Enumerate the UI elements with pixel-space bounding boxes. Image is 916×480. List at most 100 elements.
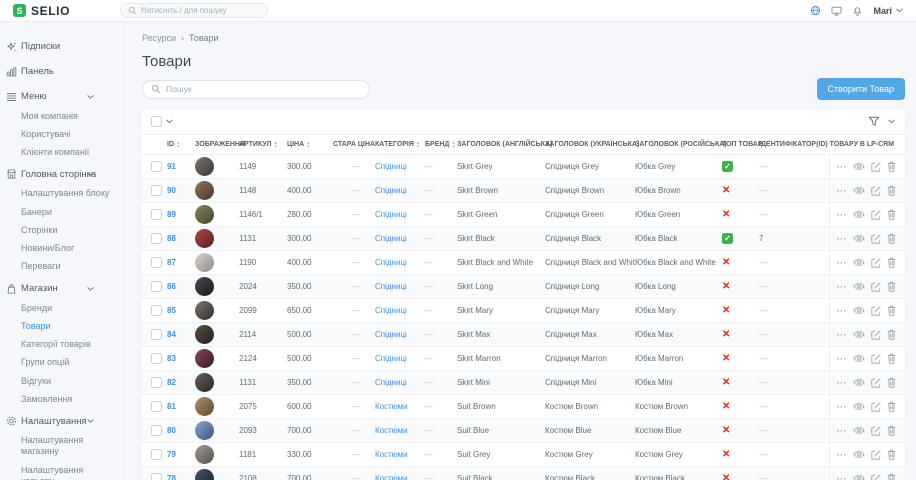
bell-icon[interactable] (852, 5, 863, 16)
more-actions-button[interactable]: ··· (836, 473, 847, 480)
row-checkbox[interactable] (151, 473, 162, 480)
user-menu[interactable]: Mari (873, 6, 903, 16)
sidebar-item-settings[interactable]: Налаштування (0, 411, 124, 432)
row-checkbox[interactable] (151, 281, 162, 292)
product-image[interactable] (195, 325, 214, 344)
product-image[interactable] (195, 445, 214, 464)
global-search[interactable] (120, 3, 268, 18)
product-id-link[interactable]: 80 (167, 426, 176, 435)
more-actions-button[interactable]: ··· (836, 425, 847, 436)
edit-button[interactable] (871, 329, 881, 340)
view-button[interactable] (853, 282, 865, 291)
category-link[interactable]: Спідниці (375, 162, 407, 171)
edit-button[interactable] (871, 473, 881, 480)
sidebar-subitem[interactable]: Сторінки (21, 224, 58, 235)
product-id-link[interactable]: 88 (167, 234, 176, 243)
more-actions-button[interactable]: ··· (836, 209, 847, 220)
more-actions-button[interactable]: ··· (836, 305, 847, 316)
delete-button[interactable] (887, 281, 896, 292)
sidebar-subitem[interactable]: Клієнти компанії (21, 147, 90, 157)
view-button[interactable] (853, 162, 865, 171)
more-actions-button[interactable]: ··· (836, 353, 847, 364)
delete-button[interactable] (887, 233, 896, 244)
sidebar-subitem[interactable]: Користувачі (21, 128, 71, 139)
product-image[interactable] (195, 421, 214, 440)
sidebar-item-menu[interactable]: Меню (0, 86, 124, 107)
view-button[interactable] (853, 378, 865, 387)
category-link[interactable]: Костюми (375, 450, 408, 459)
table-search-input[interactable] (166, 84, 346, 94)
more-actions-button[interactable]: ··· (836, 281, 847, 292)
view-button[interactable] (853, 186, 865, 195)
product-image[interactable] (195, 229, 214, 248)
row-checkbox[interactable] (151, 425, 162, 436)
row-checkbox[interactable] (151, 305, 162, 316)
edit-button[interactable] (871, 161, 881, 172)
product-id-link[interactable]: 91 (167, 162, 176, 171)
product-id-link[interactable]: 85 (167, 306, 176, 315)
delete-button[interactable] (887, 161, 896, 172)
delete-button[interactable] (887, 449, 896, 460)
view-button[interactable] (853, 210, 865, 219)
row-checkbox[interactable] (151, 353, 162, 364)
category-link[interactable]: Спідниці (375, 234, 407, 243)
app-logo[interactable]: S SELIO (13, 4, 120, 18)
breadcrumb-link-resources[interactable]: Ресурси (142, 33, 177, 43)
sidebar-item-dashboard[interactable]: Панель (0, 61, 124, 82)
column-header[interactable]: ЦІНА ▲ ▼ (287, 139, 311, 149)
edit-button[interactable] (871, 209, 881, 220)
product-id-link[interactable]: 81 (167, 402, 176, 411)
edit-button[interactable] (871, 425, 881, 436)
more-actions-button[interactable]: ··· (836, 401, 847, 412)
row-checkbox[interactable] (151, 233, 162, 244)
sidebar-item-shop[interactable]: Магазин (0, 278, 124, 299)
product-image[interactable] (195, 277, 214, 296)
product-id-link[interactable]: 78 (167, 474, 176, 480)
sidebar-subitem[interactable]: Відгуки (21, 375, 52, 386)
view-button[interactable] (853, 426, 865, 435)
column-header[interactable]: БРЕНД ▲ ▼ (425, 139, 456, 149)
create-product-button[interactable]: Створити Товар (816, 78, 905, 100)
category-link[interactable]: Спідниці (375, 354, 407, 363)
delete-button[interactable] (887, 377, 896, 388)
sidebar-subitem[interactable]: Бренди (21, 302, 53, 313)
monitor-icon[interactable] (831, 6, 842, 16)
product-id-link[interactable]: 79 (167, 450, 176, 459)
view-button[interactable] (853, 450, 865, 459)
row-checkbox[interactable] (151, 449, 162, 460)
delete-button[interactable] (887, 353, 896, 364)
more-actions-button[interactable]: ··· (836, 185, 847, 196)
edit-button[interactable] (871, 185, 881, 196)
category-link[interactable]: Спідниці (375, 186, 407, 195)
product-image[interactable] (195, 253, 214, 272)
sidebar-subitem[interactable]: Товари (21, 320, 51, 331)
sidebar-item-subscriptions[interactable]: Підписки (0, 36, 124, 57)
sidebar-subitem[interactable]: Категорії товарів (21, 339, 91, 349)
select-all-checkbox[interactable] (151, 116, 162, 127)
globe-icon[interactable] (810, 5, 821, 16)
product-id-link[interactable]: 90 (167, 186, 176, 195)
category-link[interactable]: Спідниці (375, 330, 407, 339)
sidebar-subitem[interactable]: Налаштування кольору (21, 464, 84, 480)
edit-button[interactable] (871, 257, 881, 268)
delete-button[interactable] (887, 329, 896, 340)
product-image[interactable] (195, 373, 214, 392)
delete-button[interactable] (887, 209, 896, 220)
row-checkbox[interactable] (151, 209, 162, 220)
delete-button[interactable] (887, 185, 896, 196)
edit-button[interactable] (871, 401, 881, 412)
view-button[interactable] (853, 354, 865, 363)
view-button[interactable] (853, 306, 865, 315)
more-actions-button[interactable]: ··· (836, 377, 847, 388)
product-id-link[interactable]: 84 (167, 330, 176, 339)
view-button[interactable] (853, 234, 865, 243)
column-header[interactable]: ID ▲ ▼ (167, 139, 181, 149)
delete-button[interactable] (887, 473, 896, 480)
product-id-link[interactable]: 87 (167, 258, 176, 267)
product-image[interactable] (195, 205, 214, 224)
category-link[interactable]: Спідниці (375, 210, 407, 219)
more-actions-button[interactable]: ··· (836, 329, 847, 340)
row-checkbox[interactable] (151, 161, 162, 172)
sidebar-item-home-page[interactable]: Головна сторінка (0, 164, 124, 185)
global-search-input[interactable] (141, 6, 251, 15)
